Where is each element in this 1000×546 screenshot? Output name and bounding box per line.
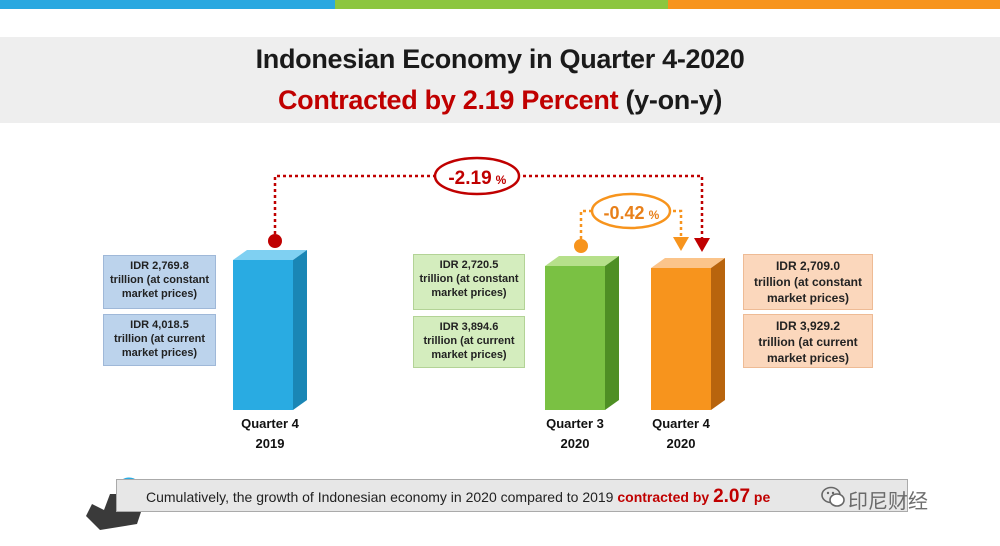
x-label-q4-2020-line2: 2020 <box>666 436 696 451</box>
q4-2019-current-text: trillion (at current market prices) <box>113 333 206 359</box>
x-label-q3-2020-line1: Quarter 3 <box>546 416 604 431</box>
subtitle-main: Contracted by 2.19 Percent <box>277 85 619 115</box>
qoq-badge <box>590 192 672 230</box>
footer-text: Cumulatively, the growth of Indonesian e… <box>146 486 770 508</box>
q3-2020-current-value: IDR 3,894.6 <box>439 321 499 333</box>
q4-2020-constant-box: IDR 2,709.0 trillion (at constant market… <box>743 254 873 310</box>
x-label-q4-2019: Quarter 4 2019 <box>225 414 315 454</box>
q3-2020-constant-value: IDR 2,720.5 <box>439 259 499 271</box>
x-label-q4-2020: Quarter 4 2020 <box>636 414 726 454</box>
top-stripe-green <box>335 0 668 9</box>
footer-main-text: Cumulatively, the growth of Indonesian e… <box>146 489 618 505</box>
x-label-q4-2019-line1: Quarter 4 <box>241 416 299 431</box>
q3-2020-current-text: trillion (at current market prices) <box>423 335 515 361</box>
qoq-value: -0.42 <box>603 203 644 223</box>
yoy-badge <box>433 156 521 196</box>
top-stripe-blue <box>0 0 335 9</box>
footer-highlight: contracted by <box>617 489 714 505</box>
q4-2019-constant-box: IDR 2,769.8 trillion (at constant market… <box>103 255 216 309</box>
bar-q3-2020 <box>545 256 619 410</box>
bar-q4-2020 <box>651 258 725 410</box>
x-label-q3-2020-line2: 2020 <box>560 436 590 451</box>
footer-banner <box>116 479 908 512</box>
q4-2019-constant-value: IDR 2,769.8 <box>130 260 189 272</box>
wechat-icon <box>821 486 845 507</box>
q4-2019-current-value: IDR 4,018.5 <box>130 319 189 331</box>
q4-2020-constant-value: IDR 2,709.0 <box>775 259 841 273</box>
yoy-value: -2.19 <box>448 168 491 189</box>
footer-value: 2.07 <box>713 486 751 507</box>
title-banner <box>0 37 1000 123</box>
chart-title: Indonesian Economy in Quarter 4-2020 <box>255 44 745 74</box>
q3-2020-constant-box: IDR 2,720.5 trillion (at constant market… <box>413 254 525 310</box>
yoy-unit: % <box>496 173 507 187</box>
qoq-unit: % <box>649 208 660 222</box>
subtitle-suffix: (y-on-y) <box>625 85 723 115</box>
x-label-q4-2019-line2: 2019 <box>255 436 285 451</box>
q3-2020-constant-text: trillion (at constant market prices) <box>419 273 519 299</box>
x-label-q3-2020: Quarter 3 2020 <box>530 414 620 454</box>
q4-2019-constant-text: trillion (at constant market prices) <box>110 274 209 300</box>
q4-2020-current-text: trillion (at current market prices) <box>758 335 858 365</box>
x-label-q4-2020-line1: Quarter 4 <box>652 416 710 431</box>
q3-2020-current-box: IDR 3,894.6 trillion (at current market … <box>413 316 525 368</box>
footer-tail: pe <box>750 489 771 505</box>
bar-q4-2019 <box>233 250 307 410</box>
chart-subtitle: Contracted by 2.19 Percent (y-on-y) <box>0 85 1000 116</box>
q4-2020-constant-text: trillion (at constant market prices) <box>754 275 862 305</box>
q4-2020-current-value: IDR 3,929.2 <box>775 319 841 333</box>
q4-2020-current-box: IDR 3,929.2 trillion (at current market … <box>743 314 873 368</box>
top-stripe-orange <box>668 0 1000 9</box>
watermark-text: 印尼财经 <box>848 491 928 513</box>
q4-2019-current-box: IDR 4,018.5 trillion (at current market … <box>103 314 216 366</box>
